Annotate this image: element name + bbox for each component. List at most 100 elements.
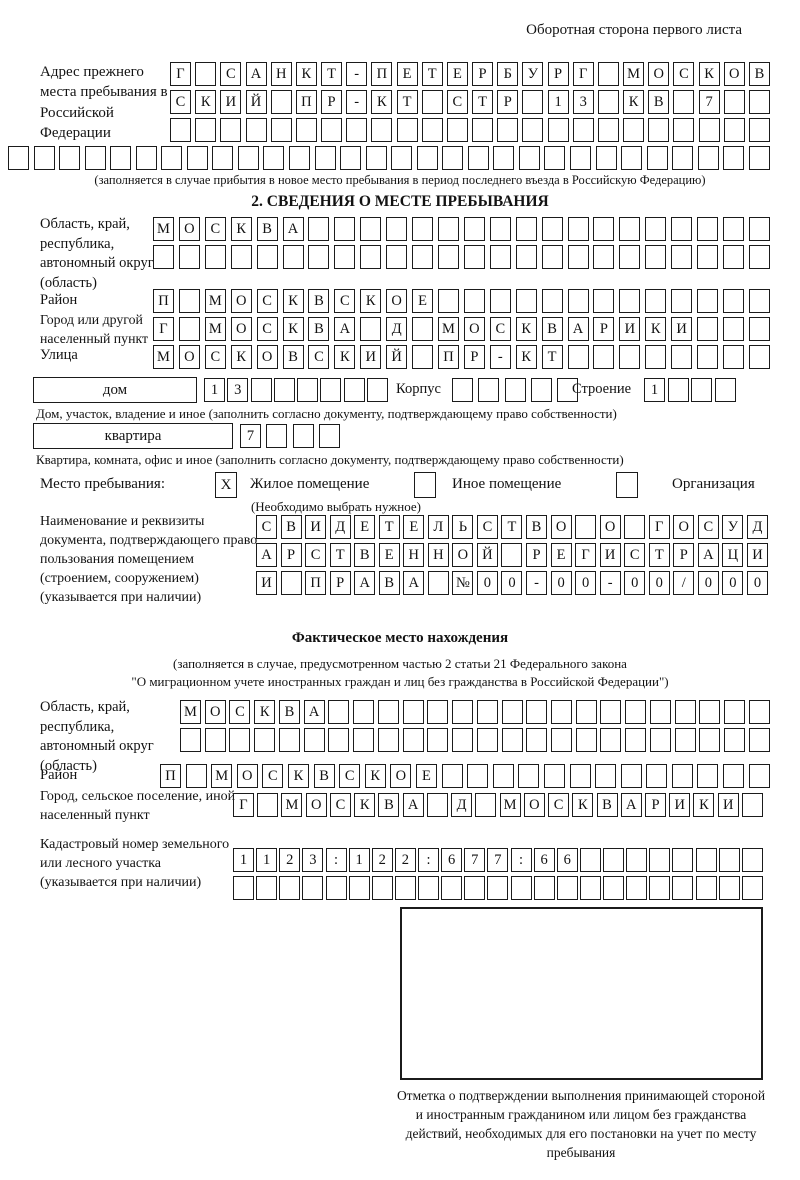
char-cell: Т (501, 515, 523, 539)
stamp-box (400, 907, 763, 1080)
char-cell: К (698, 62, 720, 86)
char-cell (412, 217, 434, 241)
char-cell: А (697, 543, 719, 567)
char-cell (279, 876, 301, 900)
char-cell (593, 289, 615, 313)
char-cell: А (402, 793, 424, 817)
char-cell (412, 317, 434, 341)
char-cell (718, 876, 740, 900)
char-cell (600, 728, 622, 752)
cadastral-grid-row-2 (233, 876, 763, 900)
char-cell: А (403, 571, 425, 595)
char-cell: С (339, 764, 361, 788)
char-cell (623, 118, 645, 142)
stroenie-label: Строение (572, 381, 632, 397)
apartment-grid: 7 (240, 424, 340, 448)
char-cell: 0 (550, 571, 572, 595)
char-cell: М (180, 700, 201, 724)
char-cell (673, 90, 695, 114)
char-cell: 0 (575, 571, 597, 595)
char-cell (522, 90, 544, 114)
char-cell (204, 728, 226, 752)
char-cell: 0 (697, 571, 719, 595)
char-cell: Е (550, 543, 572, 567)
char-cell (446, 118, 468, 142)
char-cell (497, 118, 519, 142)
char-cell: - (489, 345, 511, 369)
char-cell (442, 146, 464, 170)
char-cell (230, 245, 252, 269)
char-cell: М (437, 317, 459, 341)
char-cell (672, 146, 694, 170)
char-cell (603, 876, 624, 900)
char-cell: И (305, 515, 327, 539)
char-cell (748, 700, 770, 724)
char-cell (229, 728, 251, 752)
char-cell: Е (446, 62, 468, 86)
char-cell: Д (451, 793, 473, 817)
char-cell (195, 62, 217, 86)
char-cell (697, 289, 719, 313)
char-cell (371, 876, 393, 900)
prev-address-grid-row-4 (8, 146, 770, 170)
char-cell (518, 764, 540, 788)
char-cell: Т (396, 90, 418, 114)
char-cell (697, 245, 719, 269)
char-cell: К (354, 793, 376, 817)
char-cell (722, 317, 744, 341)
char-cell (649, 876, 671, 900)
char-cell: Т (648, 543, 670, 567)
char-cell: Г (233, 793, 254, 817)
char-cell: 2 (371, 848, 393, 872)
char-cell: Е (412, 289, 434, 313)
char-cell (579, 848, 601, 872)
char-cell (724, 728, 746, 752)
stay-type-checkbox-residential: X (215, 472, 237, 498)
char-cell (257, 793, 279, 817)
char-cell: У (522, 62, 544, 86)
stay-type-option-organization-label: Организация (672, 476, 755, 492)
char-cell (593, 245, 615, 269)
char-cell (421, 118, 443, 142)
char-cell: К (623, 90, 645, 114)
char-cell: К (515, 345, 537, 369)
char-cell: 0 (722, 571, 744, 595)
char-cell (597, 118, 619, 142)
char-cell (318, 424, 340, 448)
char-cell (463, 245, 485, 269)
char-cell: С (476, 515, 498, 539)
char-cell: И (746, 543, 768, 567)
char-cell: С (446, 90, 468, 114)
char-cell: С (204, 217, 226, 241)
char-cell (619, 345, 641, 369)
char-cell (170, 118, 191, 142)
char-cell: В (596, 793, 618, 817)
char-cell (595, 764, 617, 788)
char-cell (270, 118, 292, 142)
char-cell (522, 118, 544, 142)
char-cell: К (360, 289, 382, 313)
char-cell (463, 289, 485, 313)
char-cell: П (153, 289, 174, 313)
char-cell: 3 (227, 378, 249, 402)
char-cell: К (295, 62, 317, 86)
char-cell (452, 700, 474, 724)
prev-address-fill-note: (заполняется в случае прибытия в новое м… (94, 173, 706, 187)
korpus-label: Корпус (396, 381, 441, 397)
char-cell: С (305, 543, 327, 567)
char-cell: О (550, 515, 572, 539)
char-cell (412, 345, 434, 369)
char-cell (501, 728, 523, 752)
stay-type-checkbox-other-premises (414, 472, 436, 498)
char-cell (371, 118, 393, 142)
char-cell (597, 90, 619, 114)
city-label: Город или другой населенный пункт (40, 312, 149, 346)
char-cell (575, 515, 597, 539)
char-cell (567, 345, 589, 369)
char-cell (603, 848, 624, 872)
char-cell (556, 876, 578, 900)
char-cell (698, 118, 720, 142)
char-cell: Й (245, 90, 267, 114)
char-cell: А (567, 317, 589, 341)
